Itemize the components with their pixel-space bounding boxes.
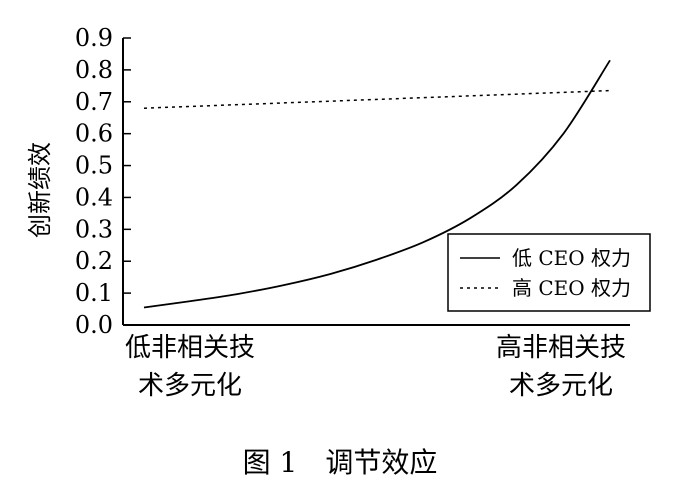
legend-label-low: 低 CEO 权力 bbox=[512, 246, 631, 270]
y-tick-label: 0.0 bbox=[75, 311, 113, 339]
x-category-low-line1: 低非相关技 bbox=[125, 333, 255, 363]
y-tick-label: 0.7 bbox=[75, 88, 113, 116]
figure-caption: 图 1 调节效应 bbox=[243, 446, 438, 479]
y-tick-label: 0.6 bbox=[75, 120, 113, 148]
x-category-high-line2: 术多元化 bbox=[509, 371, 613, 401]
y-tick-label: 0.2 bbox=[75, 247, 113, 275]
series-line-low-ceo-power bbox=[143, 59, 611, 309]
y-axis: 0.0 0.1 0.2 0.3 0.4 0.5 0.6 0.7 0.8 0.9 bbox=[75, 24, 131, 339]
series-line-high-ceo-power bbox=[143, 89, 611, 109]
y-axis-label: 创新绩效 bbox=[26, 142, 54, 238]
y-tick-label: 0.4 bbox=[75, 183, 113, 211]
y-tick-label: 0.5 bbox=[75, 152, 113, 180]
y-tick-label: 0.8 bbox=[75, 56, 113, 84]
x-category-low: 低非相关技 术多元化 bbox=[125, 333, 255, 401]
legend-box bbox=[447, 233, 651, 312]
x-category-low-line2: 术多元化 bbox=[138, 371, 242, 401]
y-tick-label: 0.3 bbox=[75, 215, 113, 243]
y-tick-label: 0.1 bbox=[75, 279, 113, 307]
y-tick-label: 0.9 bbox=[75, 24, 113, 52]
series-layer bbox=[143, 59, 611, 309]
legend-label-high: 高 CEO 权力 bbox=[512, 276, 631, 300]
x-category-high: 高非相关技 术多元化 bbox=[496, 333, 626, 401]
legend: 低 CEO 权力 高 CEO 权力 bbox=[447, 233, 651, 312]
x-category-high-line1: 高非相关技 bbox=[496, 333, 626, 363]
y-ticks: 0.0 0.1 0.2 0.3 0.4 0.5 0.6 0.7 0.8 0.9 bbox=[75, 24, 131, 339]
